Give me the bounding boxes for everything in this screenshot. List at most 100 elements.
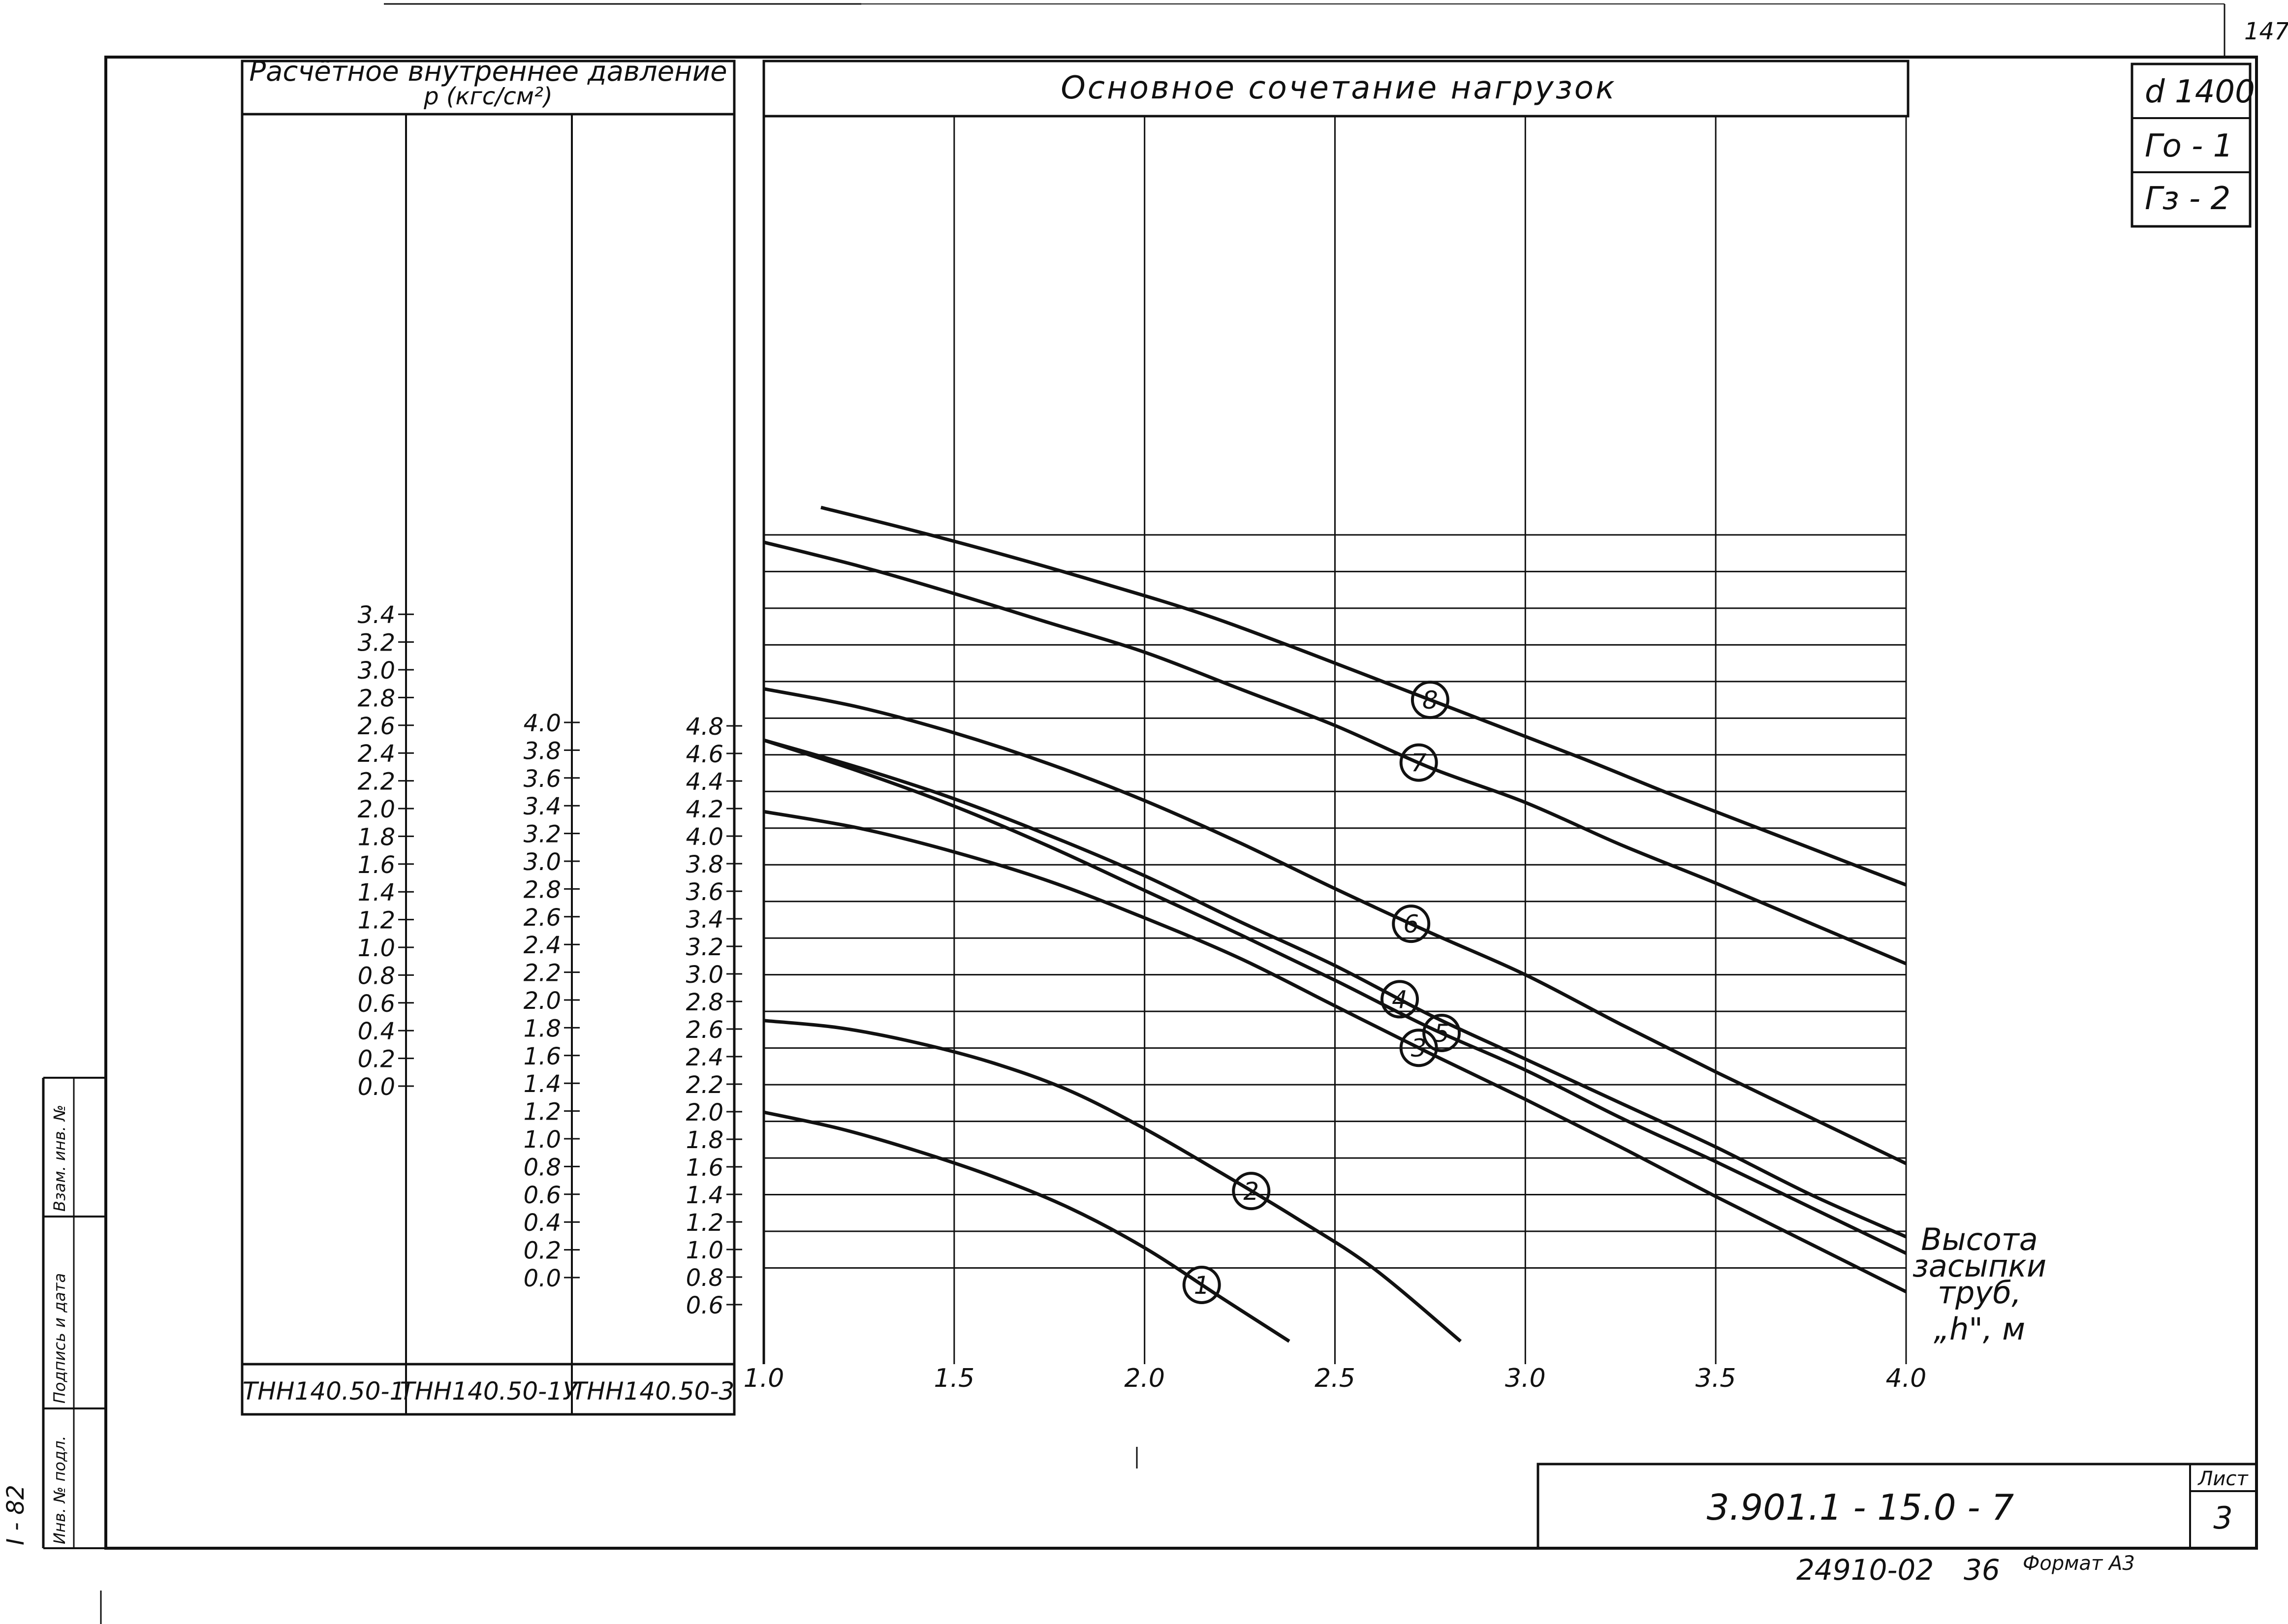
scale-tick-label: 2.4: [686, 1044, 723, 1071]
x-axis-label-line1: Высота: [1921, 1221, 2038, 1257]
scale-tick-label: 0.8: [686, 1264, 723, 1292]
curve-marker-1: [1182, 1265, 1221, 1304]
pressure-header-line2: р (кгс/см²): [423, 83, 553, 110]
scale-tick-label: 0.2: [358, 1046, 395, 1073]
scale-tick-label: 3.0: [686, 961, 723, 989]
corner-box-go: Го - 1: [2145, 128, 2233, 164]
scale-tick-label: 3.0: [524, 848, 561, 876]
curve-label-6: 6: [1403, 910, 1419, 938]
sheet-header-label: Лист: [2197, 1468, 2249, 1490]
x-axis-label-line2: засыпки: [1912, 1248, 2046, 1284]
scale-tick-label: 0.0: [524, 1265, 561, 1292]
curve-label-5: 5: [1434, 1019, 1449, 1048]
scale-tick-label: 4.6: [686, 741, 723, 768]
curve-marker-3: [1399, 1029, 1438, 1067]
bottom-code: 24910-02: [1796, 1553, 1934, 1587]
corner-box-gz: Гз - 2: [2145, 181, 2230, 217]
side-stamp: Взам. инв. № Подпись и дата Инв. № подл.…: [2, 1077, 106, 1549]
corner-box: d 1400 Го - 1 Гз - 2: [2131, 62, 2255, 228]
scale-tick-label: 3.8: [686, 851, 723, 878]
scale-tick-label: 0.8: [524, 1154, 561, 1181]
scale-name-1: ТНН140.50-1: [243, 1377, 406, 1405]
x-axis-label-line4: „h", м: [1934, 1311, 2025, 1347]
curve-marker-6: [1392, 905, 1431, 943]
curve-6: [763, 687, 1907, 1165]
chart-grid: [762, 116, 1907, 1364]
scale-tick-label: 2.6: [524, 904, 561, 932]
scale-tick-label: 0.4: [358, 1018, 395, 1045]
scale-tick-label: 1.6: [358, 851, 395, 879]
scale-tick-label: 2.2: [686, 1071, 723, 1099]
scale-tick-label: 3.4: [686, 906, 723, 934]
x-axis-label-line3: труб,: [1938, 1275, 2021, 1311]
curve-5: [763, 738, 1907, 1255]
page-number: 147: [2244, 18, 2288, 45]
scale-tick-label: 1.8: [524, 1015, 561, 1042]
curve-marker-2: [1232, 1172, 1271, 1211]
scale-tick-label: 2.8: [686, 989, 723, 1016]
x-tick-label: 3.0: [1505, 1364, 1546, 1393]
scale-tick-label: 3.0: [358, 657, 395, 685]
scale-tick-label: 3.2: [524, 821, 561, 848]
scale-tick-label: 1.2: [358, 907, 395, 935]
scale-tick-label: 0.2: [524, 1237, 561, 1265]
scale-tick-label: 1.6: [524, 1043, 561, 1070]
scale-tick-label: 3.4: [358, 601, 395, 629]
scale-tick-label: 4.8: [686, 713, 723, 741]
x-tick-label: 4.0: [1886, 1364, 1927, 1393]
chart-title-box: [762, 60, 1910, 118]
curve-8: [820, 505, 1907, 887]
pressure-header-line1: Расчётное внутреннее давление: [249, 56, 727, 88]
corner-box-diameter: d 1400: [2145, 74, 2255, 110]
scale-name-3: ТНН140.50-3: [572, 1377, 735, 1405]
scale-tick-label: 2.4: [358, 740, 395, 768]
pressure-scale-ticks: 3.43.23.02.82.62.42.22.01.81.61.41.21.00…: [358, 601, 742, 1319]
scale-tick-label: 3.4: [524, 793, 561, 820]
scale-tick-label: 1.0: [524, 1126, 561, 1154]
curve-1: [763, 1110, 1290, 1343]
curve-marker-7: [1399, 743, 1438, 782]
document-code: 3.901.1 - 15.0 - 7: [1707, 1487, 2014, 1528]
curve-label-4: 4: [1392, 985, 1408, 1014]
scale-tick-label: 1.2: [686, 1209, 723, 1237]
curve-3: [763, 810, 1907, 1294]
scale-tick-label: 2.8: [524, 876, 561, 904]
scale-tick-label: 1.6: [686, 1154, 723, 1182]
x-tick-label: 2.0: [1124, 1364, 1165, 1393]
stamp-label-inventory: Инв. № подл.: [50, 1436, 69, 1544]
sheet-frame: [104, 56, 2258, 1550]
sheet-number: 3: [2213, 1500, 2232, 1536]
x-tick-label: 1.5: [934, 1364, 974, 1393]
scale-tick-label: 1.8: [686, 1126, 723, 1154]
curve-label-7: 7: [1411, 749, 1427, 778]
scale-tick-label: 3.8: [524, 737, 561, 765]
x-tick-label: 2.5: [1315, 1364, 1355, 1393]
stamp-label-replacement: Взам. инв. №: [50, 1105, 69, 1212]
scale-tick-label: 2.4: [524, 932, 561, 959]
curve-7: [763, 540, 1907, 966]
curve-marker-4: [1380, 980, 1419, 1019]
scale-tick-label: 1.8: [358, 823, 395, 851]
scale-tick-label: 2.0: [358, 796, 395, 823]
scale-tick-label: 1.0: [358, 935, 395, 962]
scale-tick-label: 1.0: [686, 1237, 723, 1264]
scale-tick-label: 4.2: [686, 796, 723, 823]
scale-tick-label: 3.2: [358, 629, 395, 657]
curve-label-1: 1: [1194, 1271, 1210, 1300]
scale-tick-label: 2.0: [686, 1099, 723, 1126]
scale-tick-label: 1.4: [358, 879, 395, 906]
scale-tick-label: 2.2: [358, 768, 395, 796]
scale-tick-label: 0.6: [686, 1292, 723, 1319]
chart-curves: [763, 505, 1907, 1343]
curve-label-8: 8: [1422, 686, 1438, 715]
x-tick-labels: 1.0 1.5 2.0 2.5 3.0 3.5 4.0: [744, 1364, 1927, 1393]
pressure-table: Расчётное внутреннее давление р (кгс/см²…: [241, 56, 742, 1416]
bottom-number: 36: [1964, 1553, 2000, 1587]
scale-tick-label: 4.0: [524, 710, 561, 737]
scale-tick-label: 2.6: [686, 1016, 723, 1044]
x-axis-label: Высота засыпки труб, „h", м: [1912, 1221, 2046, 1347]
scale-tick-label: 3.2: [686, 934, 723, 961]
scale-tick-label: 4.4: [686, 768, 723, 796]
